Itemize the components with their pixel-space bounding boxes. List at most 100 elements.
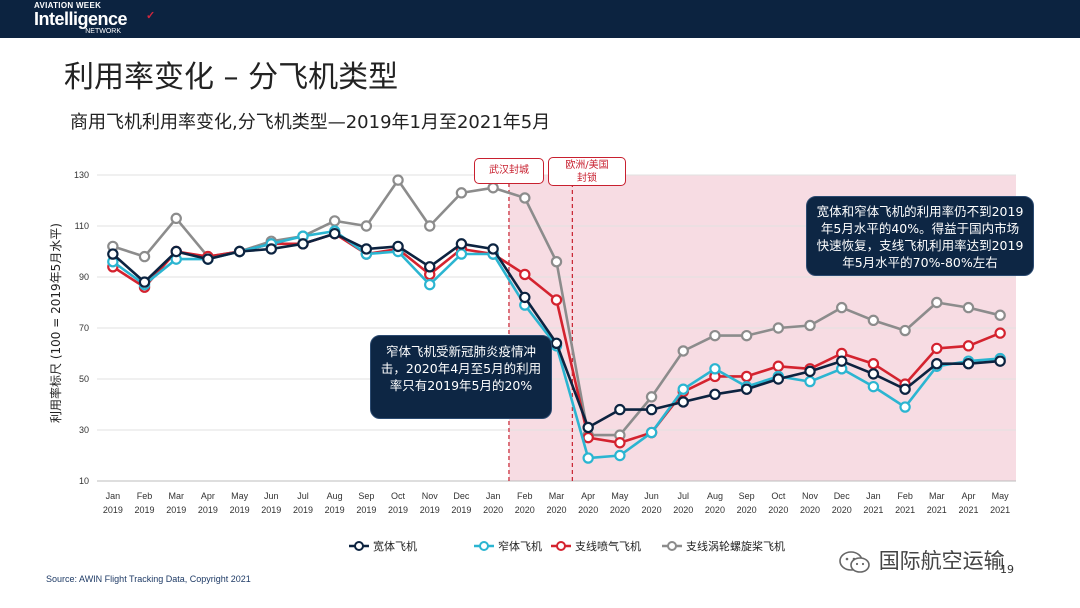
logo-swoosh-icon: ✓ [146,10,156,22]
data-point-widebody [360,243,373,255]
legend-swatch-marker [354,541,364,551]
data-point-narrowbody [867,380,880,393]
data-point-widebody [772,373,785,385]
data-point-regional_jet [867,358,880,370]
y-tick-label: 110 [75,221,89,231]
data-point-widebody [233,245,246,258]
data-point-widebody [424,261,436,273]
legend-label: 窄体飞机 [498,539,542,553]
x-tick-label-year: 2019 [325,505,345,515]
legend-label: 宽体飞机 [373,539,417,553]
top-banner: AVIATION WEEK Intelligence NETWORK ✓ [0,0,1080,38]
x-tick-label-year: 2020 [515,505,535,515]
x-tick-label-year: 2020 [642,505,662,515]
x-tick-label-year: 2019 [135,505,155,515]
x-tick-label-month: Jul [678,491,690,501]
data-point-widebody [614,403,626,416]
x-tick-label-year: 2019 [261,505,281,515]
logo-line2: Intelligence [34,9,128,29]
x-tick-label-month: Aug [327,491,343,501]
x-tick-label-month: Oct [771,491,786,501]
wechat-icon [839,551,870,573]
data-point-widebody [138,276,151,288]
x-tick-label-year: 2020 [578,505,598,515]
data-point-turboprop [170,212,182,225]
aviation-week-logo: AVIATION WEEK Intelligence NETWORK ✓ [34,2,155,36]
data-point-narrowbody [677,383,689,395]
x-tick-label-year: 2019 [103,505,123,515]
data-point-widebody [645,403,658,416]
data-point-widebody [804,365,816,378]
legend-label: 支线喷气飞机 [575,539,641,553]
data-point-regional_jet [740,370,753,383]
x-tick-label-month: Mar [168,491,184,501]
x-tick-label-month: Nov [422,491,439,501]
data-point-turboprop [424,220,436,232]
data-point-narrowbody [614,449,626,462]
x-tick-label-year: 2019 [166,505,186,515]
data-point-widebody [899,383,911,395]
x-tick-label-year: 2020 [546,505,566,515]
data-point-widebody [265,243,277,255]
data-point-widebody [328,227,341,240]
x-tick-label-month: Dec [453,491,470,501]
data-point-widebody [962,358,975,370]
x-tick-label-month: Apr [961,491,975,501]
x-tick-label-year: 2020 [737,505,757,515]
data-point-regional_jet [550,294,563,306]
data-point-widebody [392,240,404,253]
y-tick-label: 130 [74,170,89,180]
y-axis-label: 利用率标尺 (100 = 2019年5月水平) [48,223,63,423]
data-point-widebody [931,358,943,370]
data-point-regional_jet [931,342,943,355]
wechat-watermark: 国际航空运输 [838,545,1005,575]
data-point-widebody [709,388,721,400]
x-tick-label-month: May [992,491,1010,501]
slide-subtitle: 商用飞机利用率变化,分飞机类型—2019年1月至2021年5月 [70,112,551,133]
source-note: Source: AWIN Flight Tracking Data, Copyr… [46,574,251,584]
data-point-turboprop [328,215,341,227]
data-point-turboprop [740,329,753,342]
data-point-turboprop [487,182,499,194]
y-tick-label: 90 [79,272,89,282]
x-tick-label-year: 2019 [230,505,250,515]
x-tick-label-year: 2019 [388,505,408,515]
data-point-regional_jet [994,327,1006,339]
watermark-text: 国际航空运输 [878,549,1005,573]
data-point-widebody [740,383,753,395]
x-tick-label-month: Oct [391,491,406,501]
x-tick-label-year: 2021 [990,505,1010,515]
data-point-widebody [519,291,531,304]
data-point-narrowbody [709,363,721,375]
data-point-narrowbody [424,278,436,291]
x-tick-label-month: Nov [802,491,819,501]
data-point-turboprop [392,174,404,186]
legend-label: 支线涡轮螺旋桨飞机 [686,539,785,553]
data-point-widebody [487,243,499,255]
x-tick-label-month: Feb [517,491,533,501]
data-point-narrowbody [899,401,911,413]
data-point-widebody [550,337,563,349]
x-tick-label-year: 2021 [927,505,947,515]
data-point-turboprop [836,301,848,314]
x-tick-label-month: Jun [264,491,279,501]
data-point-regional_jet [772,360,785,372]
data-point-narrowbody [582,452,594,464]
x-tick-label-year: 2020 [832,505,852,515]
event-label-europe-us-line2: 封锁 [577,173,597,184]
x-tick-label-month: May [611,491,629,501]
data-point-narrowbody [645,426,658,439]
y-tick-label: 70 [79,323,89,333]
event-label-europe-us: 欧洲/美国 封锁 [548,157,626,186]
x-tick-label-year: 2020 [800,505,820,515]
x-tick-label-month: May [231,491,249,501]
x-tick-label-year: 2020 [610,505,630,515]
x-tick-label-month: Jun [644,491,659,501]
data-point-widebody [170,245,182,258]
data-point-widebody [867,368,880,380]
data-point-turboprop [804,319,816,332]
data-point-regional_jet [582,431,594,444]
callout-widebody: 宽体和窄体飞机的利用率仍不到2019年5月水平的40%。得益于国内市场快速恢复，… [806,196,1034,276]
x-tick-label-month: Mar [929,491,945,501]
